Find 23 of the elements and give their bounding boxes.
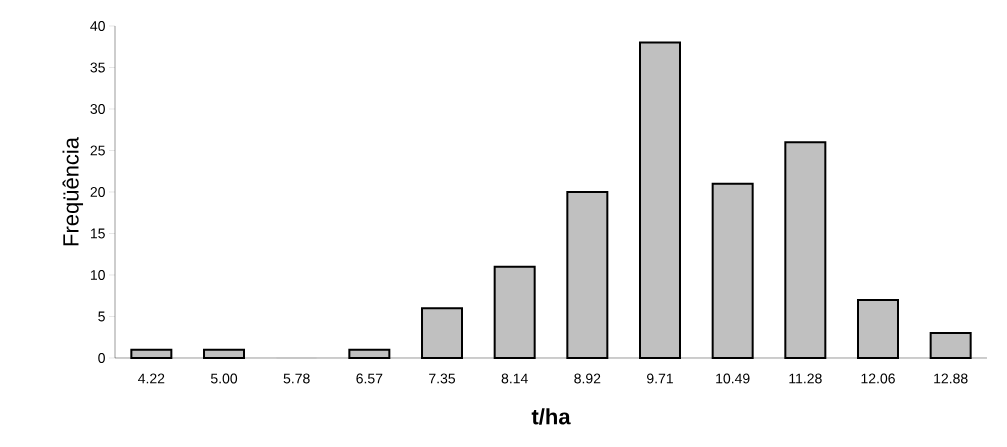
y-tick-label: 5 — [98, 311, 105, 322]
y-tick-label: 0 — [98, 353, 105, 363]
x-tick-label: 8.92 — [574, 373, 601, 384]
y-tick-label: 30 — [90, 104, 105, 114]
x-tick-label: 12.88 — [934, 373, 968, 384]
x-tick-label: 10.49 — [716, 373, 750, 384]
x-tick-label: 5.00 — [210, 373, 238, 384]
x-axis-title: t/ha — [531, 408, 571, 425]
x-tick-label: 6.57 — [356, 373, 383, 384]
x-tick-label: 9.71 — [647, 373, 673, 384]
x-tick-label: 11.28 — [789, 373, 822, 384]
y-tick-label: 35 — [90, 62, 105, 73]
y-tick-label: 15 — [90, 228, 105, 239]
x-tick-label: 12.06 — [861, 373, 895, 384]
y-tick-label: 10 — [90, 270, 105, 280]
x-tick-label: 8.14 — [501, 373, 528, 384]
x-tick-label: 5.78 — [283, 373, 310, 384]
x-tick-label: 4.22 — [138, 373, 165, 384]
y-tick-label: 25 — [90, 145, 105, 156]
y-axis-title: Freqüência — [62, 136, 84, 246]
y-tick-label: 40 — [90, 21, 105, 31]
y-tick-label: 20 — [90, 187, 105, 197]
x-tick-label: 7.35 — [429, 373, 456, 384]
